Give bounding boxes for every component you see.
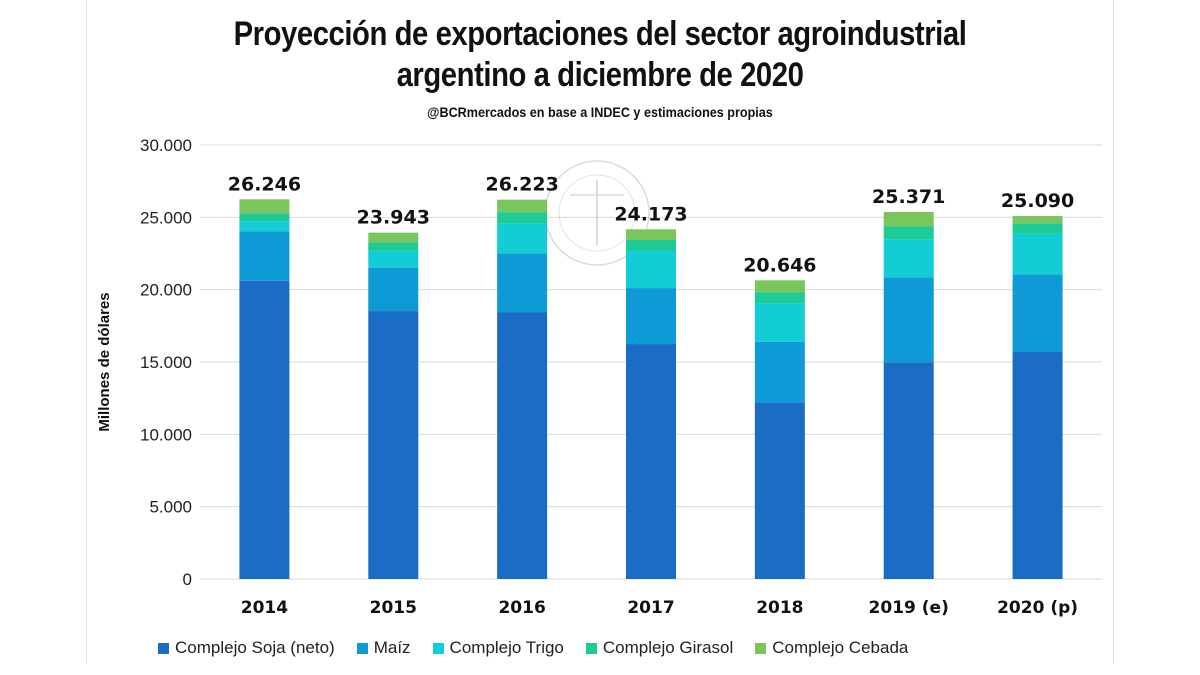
legend-item: Complejo Girasol <box>585 638 734 658</box>
y-tick-label: 0 <box>183 570 192 589</box>
bar-segment-complejo-soja-neto--2017 <box>626 344 676 579</box>
bar-segment-complejo-cebada-2016 <box>497 199 548 213</box>
legend-swatch <box>432 642 444 654</box>
bar-segment-complejo-soja-neto--2014 <box>239 280 290 579</box>
total-label: 24.173 <box>614 203 687 225</box>
bar-segment-ma-z-2015 <box>368 267 419 312</box>
legend-label: Complejo Cebada <box>772 638 909 657</box>
x-tick-label: 2020 (p) <box>997 598 1078 618</box>
bar-segment-complejo-trigo-2015 <box>368 250 419 268</box>
bar-segment-complejo-girasol-2017 <box>626 240 676 252</box>
y-tick-label: 20.000 <box>140 281 192 300</box>
legend-item: Maíz <box>356 638 411 658</box>
legend-item: Complejo Cebada <box>755 638 908 658</box>
bar-segment-complejo-soja-neto--2016 <box>497 312 548 579</box>
total-label: 23.943 <box>357 207 430 229</box>
total-label: 25.371 <box>872 186 945 208</box>
legend-item: Complejo Soja (neto) <box>158 638 335 658</box>
bar-segment-complejo-girasol-2020p <box>1012 223 1063 234</box>
chart-subtitle: @BCRmercados en base a INDEC y estimacio… <box>427 104 773 120</box>
legend-item: Complejo Trigo <box>432 638 564 658</box>
bar-segment-complejo-trigo-2020p <box>1012 233 1063 275</box>
bar-segment-complejo-cebada-2018 <box>754 280 805 293</box>
legend-swatch <box>755 642 767 654</box>
bar-segment-complejo-cebada-2017 <box>626 229 676 241</box>
x-tick-label: 2018 <box>756 598 803 618</box>
chart-title-line-1: Proyección de exportaciones del sector a… <box>233 15 967 53</box>
legend-label: Maíz <box>373 638 411 657</box>
bar-segment-complejo-trigo-2017 <box>626 251 676 289</box>
bar-segment-complejo-trigo-2016 <box>497 223 548 254</box>
bar-segment-ma-z-2014 <box>239 231 290 281</box>
total-label: 26.246 <box>228 173 301 195</box>
bar-segment-complejo-cebada-2019e <box>883 211 934 227</box>
legend-swatch <box>356 642 368 654</box>
legend-label: Complejo Trigo <box>449 638 564 657</box>
legend-label: Complejo Girasol <box>602 638 734 657</box>
legend-label: Complejo Soja (neto) <box>175 638 335 657</box>
bar-segment-ma-z-2017 <box>626 288 676 345</box>
bar-segment-complejo-trigo-2018 <box>754 303 805 342</box>
bar-segment-complejo-soja-neto--2015 <box>368 311 419 579</box>
bar-segment-complejo-soja-neto--2018 <box>754 402 805 579</box>
legend-swatch <box>158 642 169 654</box>
x-tick-label: 2015 <box>370 598 417 618</box>
legend: Complejo Soja (neto) Maíz Complejo Trigo Co… <box>158 638 908 658</box>
bar-segment-complejo-trigo-2019e <box>883 239 934 278</box>
bar-segment-ma-z-2018 <box>754 341 805 403</box>
chart-title-line-2: argentino a diciembre de 2020 <box>396 56 804 94</box>
x-tick-label: 2016 <box>498 598 545 618</box>
bar-segment-complejo-girasol-2018 <box>754 292 805 304</box>
bar-segment-complejo-girasol-2016 <box>497 212 548 224</box>
bar-segment-complejo-cebada-2015 <box>368 232 419 243</box>
bar-segment-complejo-trigo-2014 <box>239 221 290 232</box>
bar-segment-complejo-girasol-2014 <box>239 213 290 222</box>
total-label: 25.090 <box>1001 190 1074 212</box>
bar-segment-complejo-soja-neto--2020p <box>1012 352 1063 579</box>
chart-frame <box>86 0 1114 664</box>
bar-segment-ma-z-2020p <box>1012 274 1063 353</box>
y-tick-label: 25.000 <box>140 208 192 227</box>
bar-segment-complejo-girasol-2015 <box>368 242 419 251</box>
y-tick-label: 30.000 <box>140 136 192 155</box>
x-tick-label: 2019 (e) <box>869 598 949 618</box>
x-tick-label: 2017 <box>627 598 674 618</box>
y-tick-label: 5.000 <box>149 498 192 517</box>
bar-segment-ma-z-2016 <box>497 253 548 313</box>
bar-segment-complejo-soja-neto--2019e <box>883 362 934 579</box>
bar-segment-ma-z-2019e <box>883 277 934 363</box>
bar-segment-complejo-cebada-2014 <box>239 199 290 214</box>
legend-swatch <box>585 642 597 654</box>
total-label: 26.223 <box>485 174 558 196</box>
y-tick-label: 15.000 <box>140 353 192 372</box>
bar-segment-complejo-cebada-2020p <box>1012 216 1063 224</box>
total-label: 20.646 <box>743 254 816 276</box>
bar-segment-complejo-girasol-2019e <box>883 226 934 240</box>
y-tick-label: 10.000 <box>140 425 192 444</box>
x-tick-label: 2014 <box>241 598 288 618</box>
y-axis-label: Millones de dólares <box>96 292 113 431</box>
